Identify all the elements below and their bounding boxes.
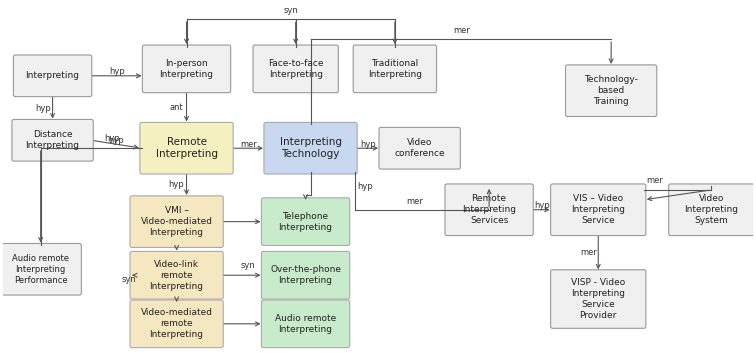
Text: hyp: hyp xyxy=(35,103,51,113)
FancyBboxPatch shape xyxy=(550,270,646,328)
Text: Video
Interpreting
System: Video Interpreting System xyxy=(684,194,739,225)
Text: VIS – Video
Interpreting
Service: VIS – Video Interpreting Service xyxy=(572,194,625,225)
Text: Video
conference: Video conference xyxy=(395,138,445,158)
Text: Remote
Interpreting: Remote Interpreting xyxy=(156,137,218,160)
Text: Over-the-phone
Interpreting: Over-the-phone Interpreting xyxy=(270,265,341,285)
Text: mer: mer xyxy=(240,140,257,149)
Text: Interpreting
Technology: Interpreting Technology xyxy=(280,137,342,160)
Text: hyp: hyp xyxy=(358,182,373,191)
Text: Distance
Interpreting: Distance Interpreting xyxy=(26,130,79,150)
Text: Technology-
based
Training: Technology- based Training xyxy=(584,75,638,106)
Text: Audio remote
Interpreting: Audio remote Interpreting xyxy=(275,314,336,334)
Text: In-person
Interpreting: In-person Interpreting xyxy=(160,59,213,79)
FancyBboxPatch shape xyxy=(445,184,533,235)
FancyBboxPatch shape xyxy=(14,55,91,97)
FancyBboxPatch shape xyxy=(353,45,436,93)
Text: syn: syn xyxy=(284,6,298,15)
Text: Video-link
remote
Interpreting: Video-link remote Interpreting xyxy=(150,259,203,291)
FancyBboxPatch shape xyxy=(550,184,646,235)
Text: mer: mer xyxy=(406,197,423,206)
FancyBboxPatch shape xyxy=(379,127,460,169)
FancyBboxPatch shape xyxy=(142,45,231,93)
Text: ant: ant xyxy=(170,103,184,112)
FancyBboxPatch shape xyxy=(669,184,754,235)
FancyBboxPatch shape xyxy=(262,251,350,299)
Text: syn: syn xyxy=(240,261,256,270)
Text: hyp: hyp xyxy=(104,134,120,143)
Text: Traditional
Interpreting: Traditional Interpreting xyxy=(368,59,422,79)
Text: hyp: hyp xyxy=(360,140,376,149)
Text: hyp: hyp xyxy=(169,180,184,190)
Text: mer: mer xyxy=(580,249,596,257)
Text: hyp: hyp xyxy=(109,136,125,145)
FancyBboxPatch shape xyxy=(12,119,93,161)
Text: syn: syn xyxy=(122,275,136,284)
Text: Video-mediated
remote
Interpreting: Video-mediated remote Interpreting xyxy=(141,308,212,340)
FancyBboxPatch shape xyxy=(262,300,350,348)
Text: hyp: hyp xyxy=(534,201,550,210)
Text: Audio remote
Interpreting
Performance: Audio remote Interpreting Performance xyxy=(12,254,70,285)
Text: mer: mer xyxy=(646,176,663,185)
Text: VMI –
Video-mediated
Interpreting: VMI – Video-mediated Interpreting xyxy=(141,206,212,237)
Text: Remote
Interpreting
Services: Remote Interpreting Services xyxy=(462,194,516,225)
FancyBboxPatch shape xyxy=(565,65,657,116)
FancyBboxPatch shape xyxy=(253,45,339,93)
Text: mer: mer xyxy=(453,26,469,35)
FancyBboxPatch shape xyxy=(262,198,350,245)
Text: VISP - Video
Interpreting
Service
Provider: VISP - Video Interpreting Service Provid… xyxy=(571,278,625,320)
FancyBboxPatch shape xyxy=(140,122,233,174)
FancyBboxPatch shape xyxy=(130,196,223,247)
FancyBboxPatch shape xyxy=(264,122,357,174)
Text: Telephone
Interpreting: Telephone Interpreting xyxy=(278,211,333,232)
Text: hyp: hyp xyxy=(109,67,125,76)
FancyBboxPatch shape xyxy=(0,244,82,295)
Text: Face-to-face
Interpreting: Face-to-face Interpreting xyxy=(268,59,324,79)
FancyBboxPatch shape xyxy=(130,300,223,348)
Text: Interpreting: Interpreting xyxy=(26,71,79,80)
FancyBboxPatch shape xyxy=(130,251,223,299)
